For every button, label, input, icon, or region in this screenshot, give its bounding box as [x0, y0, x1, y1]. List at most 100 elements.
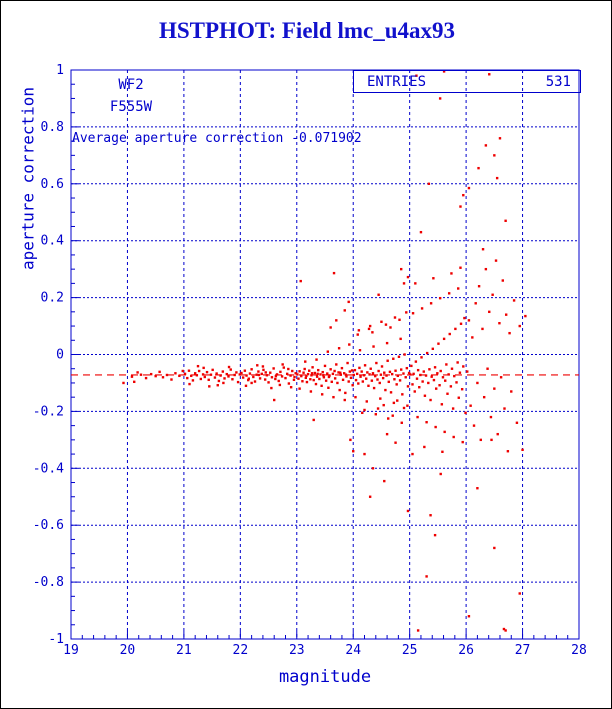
data-point	[515, 421, 519, 424]
data-point	[367, 327, 371, 331]
data-point	[335, 319, 338, 322]
data-point	[402, 406, 406, 410]
data-point	[476, 487, 479, 490]
data-point	[354, 378, 358, 382]
data-point	[411, 312, 415, 315]
data-point	[363, 364, 367, 367]
data-point	[365, 377, 368, 380]
data-point	[467, 615, 471, 618]
data-point	[411, 452, 414, 456]
data-point	[422, 370, 425, 373]
data-point	[394, 369, 397, 372]
data-point	[406, 404, 409, 407]
data-point	[358, 349, 362, 352]
data-point	[481, 248, 485, 251]
data-point	[463, 316, 466, 320]
data-point	[311, 366, 314, 369]
data-point	[227, 375, 230, 378]
data-point	[165, 373, 169, 377]
data-point	[469, 404, 472, 407]
data-point	[438, 296, 442, 300]
data-point	[489, 415, 493, 419]
data-point	[429, 398, 432, 402]
data-point	[429, 514, 432, 517]
data-point	[298, 370, 301, 373]
data-point	[488, 73, 491, 76]
data-point	[508, 331, 511, 335]
x-tick-label: 24	[345, 643, 361, 658]
data-point	[493, 546, 496, 550]
data-point	[405, 366, 409, 370]
data-point	[299, 279, 302, 283]
data-point	[482, 395, 486, 399]
data-point	[472, 424, 476, 427]
data-point	[376, 378, 379, 381]
data-point	[495, 176, 499, 180]
data-point	[447, 292, 451, 295]
x-tick-label: 27	[515, 643, 531, 658]
data-point	[269, 371, 272, 374]
data-point	[312, 378, 315, 382]
data-point	[432, 277, 435, 280]
data-point	[439, 369, 442, 373]
data-point	[496, 432, 499, 436]
data-point	[236, 380, 240, 384]
data-point	[343, 309, 346, 312]
data-point	[481, 327, 484, 331]
data-point	[319, 373, 322, 376]
data-point	[498, 322, 501, 325]
data-point	[277, 379, 280, 383]
data-point	[357, 382, 360, 385]
data-point	[510, 390, 513, 393]
data-point	[130, 375, 134, 378]
data-point	[459, 266, 462, 269]
data-point	[441, 450, 444, 453]
data-point	[375, 361, 378, 365]
data-point	[377, 369, 380, 373]
data-point	[376, 407, 380, 410]
y-tick-label: -0.2	[33, 404, 64, 419]
data-point	[305, 380, 309, 384]
data-point	[398, 318, 401, 321]
data-point	[326, 350, 330, 353]
data-point	[427, 381, 430, 385]
data-point	[365, 400, 368, 403]
data-point	[294, 372, 297, 375]
data-point	[486, 367, 489, 370]
data-point	[493, 387, 496, 390]
data-point	[241, 376, 245, 379]
data-point	[450, 272, 453, 275]
data-point	[355, 372, 359, 376]
data-point	[347, 300, 350, 304]
data-point	[484, 144, 488, 147]
data-point	[315, 358, 318, 361]
data-point	[494, 259, 498, 262]
data-point	[518, 324, 521, 328]
data-point	[303, 367, 306, 371]
data-point	[504, 629, 507, 632]
data-point	[342, 372, 346, 375]
data-point	[414, 282, 417, 285]
data-point	[425, 351, 429, 355]
data-point	[190, 374, 193, 378]
entries-box: ENTRIES 531	[353, 70, 581, 93]
x-tick-label: 20	[120, 643, 136, 658]
y-tick-label: -0.4	[33, 461, 64, 476]
data-point	[452, 435, 455, 439]
data-point	[250, 381, 253, 385]
data-point	[216, 384, 219, 387]
data-point	[322, 376, 326, 379]
data-point	[368, 495, 372, 498]
data-point	[433, 533, 437, 537]
data-point	[225, 372, 228, 376]
data-point	[434, 425, 437, 429]
data-point	[285, 372, 289, 376]
data-point	[378, 381, 381, 385]
data-point	[191, 379, 195, 382]
y-tick-label: -0.8	[33, 575, 64, 590]
data-point	[432, 378, 436, 382]
data-point	[404, 376, 407, 379]
entries-label: ENTRIES	[367, 73, 427, 90]
data-point	[380, 365, 384, 368]
data-point	[396, 399, 399, 402]
